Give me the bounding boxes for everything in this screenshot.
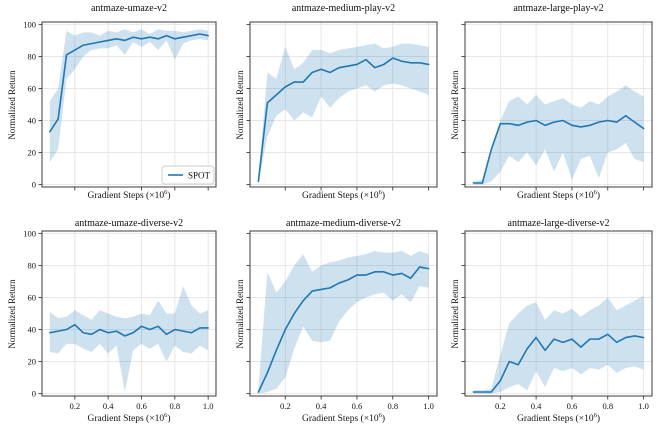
confidence-band: [473, 295, 644, 394]
y-axis-label: Normalized Return: [235, 279, 245, 349]
axes-box: [41, 21, 217, 188]
y-tick-label: 100: [23, 19, 36, 29]
y-tick-label: 20: [28, 357, 37, 367]
subplot-antmaze-umaze-v2: 0 20 40 60 80 100 SPOT antmaze-umaze-v2 Normal…: [0, 0, 222, 212]
x-tick-label: 0.4: [531, 401, 542, 411]
plot-area: [246, 21, 438, 191]
subplot-title: antmaze-large-diverse-v2: [507, 218, 610, 229]
axes-box: [41, 230, 217, 397]
x-tick-label: 0.4: [103, 401, 114, 411]
x-axis-label-text: Gradient Steps (×10: [301, 191, 379, 201]
y-tick-label: 80: [28, 51, 37, 61]
plot-area: 0.2 0.4 0.6 0.8 1.0: [246, 230, 438, 411]
x-axis-label: Gradient Steps (×106): [465, 188, 652, 202]
subplot-antmaze-medium-diverse-v2: 0.2 0.4 0.6 0.8 1.0 antmaze-medium-diverse-v…: [222, 212, 440, 443]
y-axis-label: Normalized Return: [450, 279, 460, 349]
y-tick-label: 40: [28, 116, 37, 126]
x-tick-label: 0.8: [602, 401, 613, 411]
x-tick-label: 0.2: [495, 401, 506, 411]
y-axis-label: Normalized Return: [450, 70, 460, 140]
x-axis-label-text: Gradient Steps (×10: [87, 191, 165, 201]
plot-area: 0 20 40 60 80 100 SPOT: [23, 19, 217, 191]
plot-area: [461, 21, 653, 191]
x-axis-label: Gradient Steps (×106): [250, 188, 437, 202]
x-axis-label: Gradient Steps (×106): [465, 411, 652, 425]
x-tick-label: 0.2: [280, 401, 291, 411]
y-tick-label: 60: [28, 83, 37, 93]
x-tick-label: 0.2: [70, 401, 81, 411]
subplot-title: antmaze-umaze-diverse-v2: [74, 218, 184, 229]
x-axis-label-exponent: 6: [593, 411, 597, 419]
axes-box: [464, 21, 653, 188]
y-axis-label: Normalized Return: [235, 70, 245, 140]
spot-line: [472, 333, 645, 393]
x-tick-label: 0.8: [387, 401, 398, 411]
subplot-antmaze-large-diverse-v2: 0.2 0.4 0.6 0.8 1.0 antmaze-large-diverse-v2…: [440, 212, 664, 443]
x-axis-label: Gradient Steps (×106): [42, 411, 216, 425]
y-tick-label: 80: [28, 260, 37, 270]
y-tick-label: 40: [28, 325, 37, 335]
y-tick-label: 0: [32, 389, 36, 399]
y-tick-label: 20: [28, 148, 37, 158]
x-axis-label-close: ): [381, 414, 385, 424]
subplot-title: antmaze-medium-play-v2: [291, 3, 396, 14]
x-tick-label: 0.6: [567, 401, 578, 411]
spot-line: [257, 57, 430, 183]
confidence-band: [473, 85, 644, 185]
x-axis-label-text: Gradient Steps (×10: [516, 191, 594, 201]
x-axis-label-close: ): [596, 414, 600, 424]
y-axis-label: Normalized Return: [7, 70, 17, 140]
x-axis-label-text: Gradient Steps (×10: [516, 414, 594, 424]
plot-area: 0.2 0.4 0.6 0.8 1.0: [461, 230, 653, 411]
x-axis-label-close: ): [381, 191, 385, 201]
x-axis-label-exponent: 6: [593, 188, 597, 196]
axes-box: [249, 21, 438, 188]
x-tick-label: 1.0: [203, 401, 214, 411]
x-axis-label: Gradient Steps (×106): [42, 188, 216, 202]
subplot-title: antmaze-umaze-v2: [90, 3, 168, 14]
y-tick-label: 60: [28, 292, 37, 302]
spot-line: [257, 266, 430, 393]
x-axis-label-exponent: 6: [378, 188, 382, 196]
x-tick-label: 0.6: [352, 401, 363, 411]
plot-area: 0.2 0.4 0.6 0.8 1.0 0 20 40 60 80 100: [23, 228, 217, 411]
confidence-band: [49, 29, 209, 163]
x-axis-label: Gradient Steps (×106): [250, 411, 437, 425]
subplot-antmaze-umaze-diverse-v2: 0.2 0.4 0.6 0.8 1.0 0 20 40 60 80 100 antmaze-umaz…: [0, 212, 222, 443]
axes-box: [464, 230, 653, 397]
subplot-title: antmaze-medium-diverse-v2: [286, 218, 401, 229]
y-tick-label: 100: [23, 228, 36, 238]
x-axis-label-text: Gradient Steps (×10: [301, 414, 379, 424]
confidence-band: [258, 43, 429, 183]
x-tick-label: 0.4: [316, 401, 327, 411]
axes-box: [249, 230, 438, 397]
legend-box: [161, 165, 215, 185]
confidence-band: [49, 286, 209, 392]
x-tick-label: 0.8: [170, 401, 181, 411]
x-axis-label-close: ): [596, 191, 600, 201]
x-axis-label-exponent: 6: [378, 411, 382, 419]
legend-label: SPOT: [188, 171, 211, 181]
x-axis-label-close: ): [167, 191, 171, 201]
y-tick-label: 0: [32, 180, 36, 190]
x-tick-label: 1.0: [638, 401, 649, 411]
subplot-title: antmaze-large-play-v2: [513, 3, 604, 14]
subplot-antmaze-medium-play-v2: antmaze-medium-play-v2 Normalized Return…: [222, 0, 440, 212]
x-axis-label-text: Gradient Steps (×10: [87, 414, 165, 424]
x-axis-label-exponent: 6: [164, 188, 168, 196]
x-axis-label-close: ): [167, 414, 171, 424]
spot-line: [49, 33, 209, 133]
y-axis-label: Normalized Return: [7, 279, 17, 349]
confidence-band: [258, 251, 429, 394]
spot-line: [472, 114, 645, 184]
x-tick-label: 1.0: [423, 401, 434, 411]
x-tick-label: 0.6: [136, 401, 147, 411]
spot-line: [49, 323, 209, 337]
x-axis-label-exponent: 6: [164, 411, 168, 419]
subplot-antmaze-large-play-v2: antmaze-large-play-v2 Normalized Return …: [440, 0, 664, 212]
